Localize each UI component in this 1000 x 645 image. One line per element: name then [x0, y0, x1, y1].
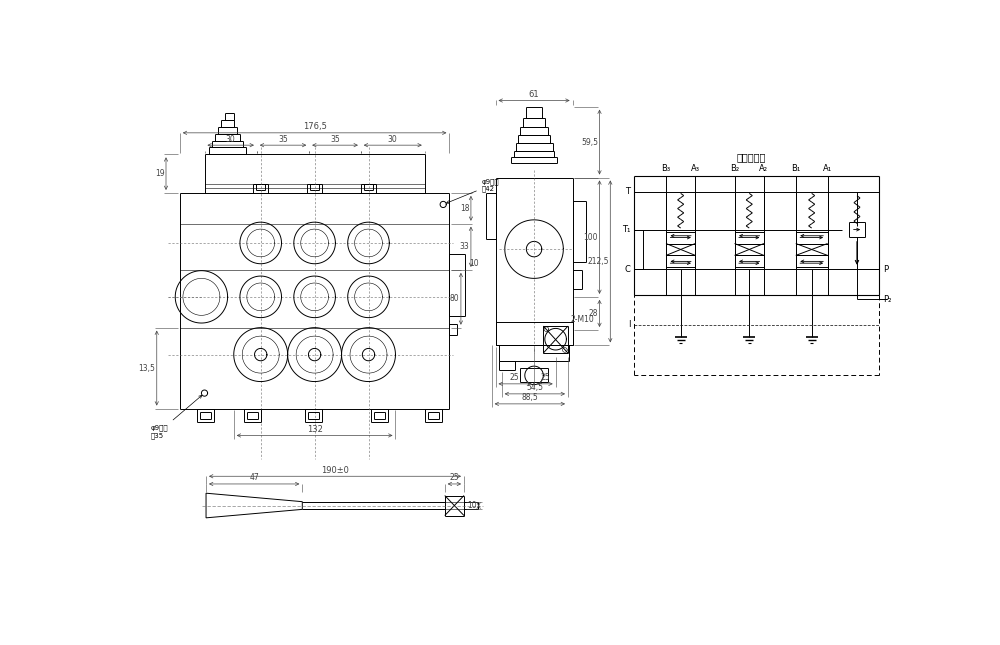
Text: 212,5: 212,5 [587, 257, 609, 266]
Text: 54,5: 54,5 [526, 383, 543, 392]
Text: 132: 132 [307, 425, 323, 434]
Text: A₃: A₃ [691, 164, 700, 173]
Text: T: T [625, 187, 630, 196]
Text: P: P [883, 265, 888, 274]
Text: 28: 28 [588, 309, 598, 318]
Text: 47: 47 [249, 473, 259, 482]
Text: 10: 10 [469, 259, 479, 268]
Text: 25: 25 [510, 373, 520, 382]
Text: B₂: B₂ [730, 164, 739, 173]
Text: 35: 35 [330, 135, 340, 144]
Text: 25: 25 [450, 473, 459, 482]
Text: 2-M10: 2-M10 [570, 315, 594, 324]
Text: A₂: A₂ [759, 164, 768, 173]
Text: 液压原理图: 液压原理图 [737, 152, 766, 162]
Text: 190±0: 190±0 [321, 466, 349, 475]
Text: 59,5: 59,5 [581, 137, 598, 146]
Text: 61: 61 [529, 90, 539, 99]
Text: T₁: T₁ [622, 225, 630, 234]
Text: 100: 100 [583, 233, 598, 242]
Text: B₃: B₃ [661, 164, 671, 173]
Text: 30: 30 [226, 135, 236, 144]
Text: 35: 35 [278, 135, 288, 144]
Text: 176,5: 176,5 [303, 123, 327, 132]
Text: A₁: A₁ [823, 164, 832, 173]
Text: 80: 80 [450, 294, 459, 303]
Text: 88,5: 88,5 [521, 393, 538, 402]
Text: P₂: P₂ [883, 295, 891, 304]
Text: 10: 10 [467, 501, 477, 510]
Text: 18: 18 [460, 204, 469, 213]
Text: 25: 25 [540, 373, 550, 382]
Text: C: C [624, 265, 630, 274]
Text: 33: 33 [460, 243, 469, 252]
Text: I: I [628, 321, 630, 330]
Text: B₁: B₁ [791, 164, 800, 173]
Text: φ9封孔
高42: φ9封孔 高42 [446, 178, 499, 203]
Text: φ9封孔
高35: φ9封孔 高35 [151, 395, 202, 439]
Text: 30: 30 [388, 135, 398, 144]
Text: 19: 19 [155, 169, 164, 178]
Text: 13,5: 13,5 [138, 364, 155, 373]
